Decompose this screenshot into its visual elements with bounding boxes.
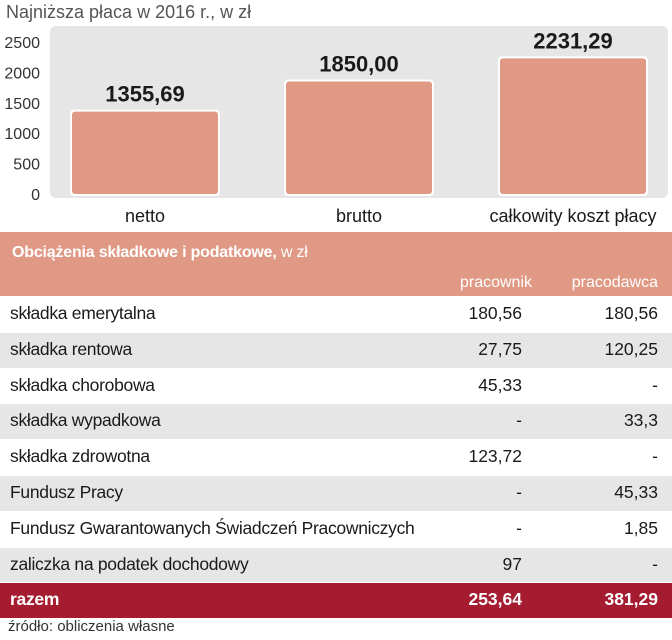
row-label: Fundusz Pracy xyxy=(10,481,123,502)
y-tick-label: 1500 xyxy=(4,96,40,113)
row-label: zaliczka na podatek dochodowy xyxy=(10,553,249,574)
cell-pracodawca: - xyxy=(652,446,658,467)
cell-pracownik: 123,72 xyxy=(468,446,522,467)
row-label: składka emerytalna xyxy=(10,303,156,323)
cell-pracodawca: 381,29 xyxy=(604,589,658,610)
cell-pracodawca: - xyxy=(652,374,658,395)
cell-pracownik: 180,56 xyxy=(468,303,522,323)
y-tick-label: 2500 xyxy=(4,35,40,52)
cell-pracownik: 253,64 xyxy=(468,589,522,610)
table-title: Obciążenia składkowe i podatkowe, w zł xyxy=(12,244,308,262)
table-header: Obciążenia składkowe i podatkowe, w zł p… xyxy=(0,232,672,296)
table-row: składka chorobowa 45,33 - xyxy=(0,367,672,404)
table-row: Fundusz Gwarantowanych Świadczeń Pracown… xyxy=(0,510,672,547)
cell-pracodawca: - xyxy=(652,553,658,574)
table-row: zaliczka na podatek dochodowy 97 - xyxy=(0,546,672,583)
cell-pracownik: - xyxy=(516,410,522,431)
row-label: składka rentowa xyxy=(10,338,132,359)
column-header-pracownik: pracownik xyxy=(459,274,532,291)
row-label: składka wypadkowa xyxy=(10,410,161,431)
cell-pracownik: - xyxy=(516,481,522,502)
y-tick-label: 500 xyxy=(13,157,40,174)
table-total-row: razem 253,64 381,29 xyxy=(0,582,672,619)
bar-chart: 0 500 1000 1500 2000 2500 1355,69 netto 1850,00 b… xyxy=(4,26,668,226)
table-title-text: Obciążenia składkowe i podatkowe, xyxy=(12,244,277,261)
cell-pracownik: - xyxy=(516,517,522,538)
y-tick-label: 2000 xyxy=(4,65,40,82)
cell-pracodawca: 45,33 xyxy=(614,481,658,502)
bar xyxy=(72,111,218,194)
bar xyxy=(500,58,646,194)
table-body: składka emerytalna 180,56 180,56 składka re… xyxy=(0,296,672,619)
x-tick-label: brutto xyxy=(336,206,382,226)
cell-pracodawca: 120,25 xyxy=(604,338,658,359)
x-tick-label: netto xyxy=(125,206,165,226)
table-row: składka zdrowotna 123,72 - xyxy=(0,439,672,475)
source-note: źródło: obliczenia własne xyxy=(8,618,175,635)
row-label: Fundusz Gwarantowanych Świadczeń Pracown… xyxy=(10,517,415,538)
chart-title: Najniższa płaca w 2016 r., w zł xyxy=(6,2,252,22)
table-row: składka wypadkowa - 33,3 xyxy=(0,403,672,440)
cell-pracownik: 45,33 xyxy=(478,374,522,395)
data-label: 1850,00 xyxy=(319,52,399,77)
cell-pracownik: 27,75 xyxy=(478,338,522,359)
cell-pracodawca: 180,56 xyxy=(604,303,658,323)
data-label: 1355,69 xyxy=(105,82,185,107)
y-tick-label: 0 xyxy=(31,187,40,204)
data-label: 2231,29 xyxy=(533,28,613,53)
table-row: Fundusz Pracy - 45,33 xyxy=(0,474,672,511)
y-tick-label: 1000 xyxy=(4,126,40,143)
cell-pracodawca: 1,85 xyxy=(623,517,658,538)
table-row: składka rentowa 27,75 120,25 xyxy=(0,331,672,368)
column-header-pracodawca: pracodawca xyxy=(571,274,658,291)
row-label: składka zdrowotna xyxy=(10,446,150,467)
row-label: razem xyxy=(10,589,60,610)
cell-pracodawca: 33,3 xyxy=(623,410,658,431)
bar xyxy=(286,81,432,194)
row-label: składka chorobowa xyxy=(10,374,155,395)
cell-pracownik: 97 xyxy=(502,553,522,574)
table-row: składka emerytalna 180,56 180,56 xyxy=(0,296,672,332)
table-unit: w zł xyxy=(276,244,308,261)
x-tick-label: całkowity koszt płacy xyxy=(489,206,656,226)
